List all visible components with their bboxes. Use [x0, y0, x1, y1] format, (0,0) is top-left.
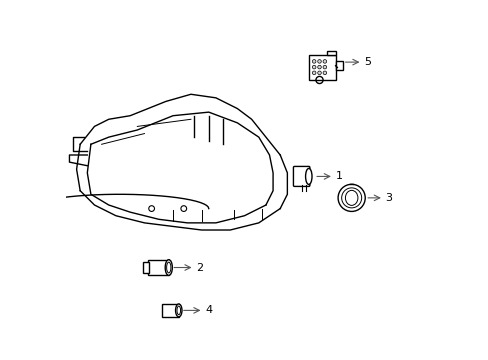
Ellipse shape — [175, 304, 182, 317]
Bar — [142, 262, 149, 273]
Circle shape — [312, 60, 315, 63]
Text: 4: 4 — [205, 305, 212, 315]
Circle shape — [323, 71, 326, 75]
FancyBboxPatch shape — [335, 61, 342, 70]
Circle shape — [323, 65, 326, 69]
FancyBboxPatch shape — [293, 166, 309, 186]
Text: 2: 2 — [196, 262, 203, 273]
Circle shape — [317, 60, 321, 63]
Circle shape — [312, 71, 315, 75]
Text: 1: 1 — [335, 171, 342, 181]
Circle shape — [312, 65, 315, 69]
Ellipse shape — [165, 260, 172, 275]
Bar — [326, 51, 335, 55]
Text: 5: 5 — [364, 57, 370, 67]
Ellipse shape — [177, 306, 180, 315]
Circle shape — [317, 71, 321, 75]
Circle shape — [317, 65, 321, 69]
Bar — [148, 260, 168, 275]
Ellipse shape — [166, 262, 171, 273]
Bar — [162, 304, 179, 317]
Circle shape — [323, 60, 326, 63]
Ellipse shape — [305, 168, 311, 184]
Text: 3: 3 — [385, 193, 392, 203]
FancyBboxPatch shape — [308, 55, 335, 80]
